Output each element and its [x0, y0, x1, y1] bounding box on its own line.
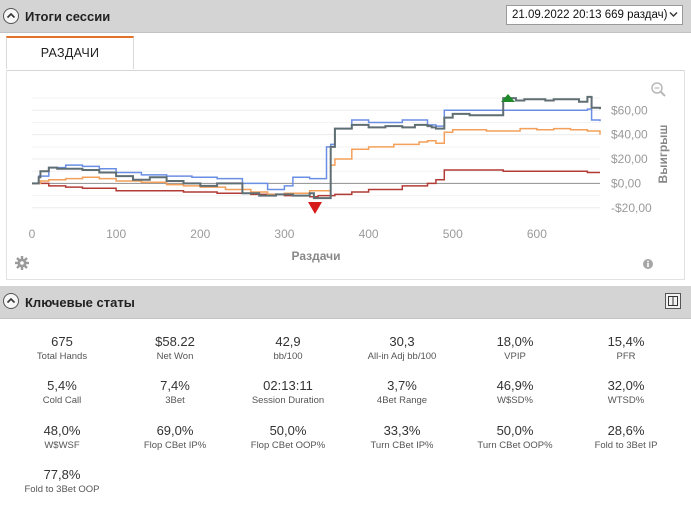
stat-value: 33,3% [383, 423, 421, 438]
stat-value: 50,0% [269, 423, 307, 438]
stat-label: Flop CBet OOP% [250, 440, 326, 451]
stat-value: 3,7% [387, 378, 417, 393]
stat-value: 77,8% [43, 467, 81, 482]
stat-value: 69,0% [156, 423, 194, 438]
stat-cell: 28,6% Fold to 3Bet IP [576, 423, 676, 452]
x-axis-title: Раздачи [292, 249, 341, 263]
series-line-net-won [32, 95, 601, 200]
stat-cell: 69,0% Flop CBet IP% [125, 423, 225, 452]
stat-value: 15,4% [607, 334, 645, 349]
series-line-all-in-ev [32, 108, 601, 191]
stat-value: 46,9% [496, 378, 534, 393]
chevron-down-icon [669, 12, 678, 17]
stat-label: PFR [616, 351, 636, 362]
stat-cell: 42,9 bb/100 [238, 334, 338, 363]
x-tick-label: 400 [359, 227, 379, 241]
stat-label: Cold Call [42, 395, 82, 406]
stat-value: 5,4% [47, 378, 77, 393]
stat-label: WTSD% [607, 395, 645, 406]
stat-cell: 15,4% PFR [576, 334, 676, 363]
stat-value: 32,0% [607, 378, 645, 393]
x-tick-label: 200 [190, 227, 210, 241]
stat-cell: 77,8% Fold to 3Bet OOP [12, 467, 112, 496]
chart-tabs: РАЗДАЧИ [6, 36, 685, 71]
stat-cell: 5,4% Cold Call [12, 378, 112, 407]
y-tick-label: -$20,00 [611, 201, 652, 215]
session-results-header: Итоги сессии 21.09.2022 20:13 669 раздач… [0, 0, 691, 33]
collapse-stats-button[interactable] [3, 293, 19, 309]
stat-cell: 30,3 All-in Adj bb/100 [352, 334, 452, 363]
y-axis-title: Выигрыш [656, 125, 670, 184]
stat-label: W$SD% [497, 395, 533, 406]
max-marker [501, 94, 515, 102]
series-line-showdown [32, 169, 600, 198]
y-tick-label: $20,00 [611, 152, 648, 166]
stat-value: $58.22 [155, 334, 195, 349]
stat-label: Flop CBet IP% [143, 440, 207, 451]
min-marker [308, 202, 322, 214]
stat-label: bb/100 [273, 351, 303, 362]
stat-value: 48,0% [43, 423, 81, 438]
gear-icon[interactable] [15, 256, 29, 270]
x-tick-label: 600 [527, 227, 547, 241]
stat-cell: 50,0% Flop CBet OOP% [238, 423, 338, 452]
x-tick-label: 100 [106, 227, 126, 241]
stat-label: W$WSF [44, 440, 80, 451]
winnings-chart: 0 100 200 300 400 500 600 $60,00 $40,00 $20,00 $0… [15, 82, 670, 270]
stat-label: 3Bet [165, 395, 185, 406]
y-tick-label: $0,00 [611, 176, 641, 190]
stat-cell: 675 Total Hands [12, 334, 112, 363]
stat-cell: 33,3% Turn CBet IP% [352, 423, 452, 452]
x-tick-label: 500 [443, 227, 463, 241]
columns-icon [668, 296, 678, 306]
stat-label: Turn CBet IP% [370, 440, 434, 451]
tab-hands[interactable]: РАЗДАЧИ [6, 36, 134, 69]
chevron-up-icon [6, 297, 16, 304]
stat-cell: $58.22 Net Won [125, 334, 225, 363]
zoom-icon[interactable] [651, 82, 666, 97]
session-results-title: Итоги сессии [25, 9, 111, 24]
layout-toggle-button[interactable] [665, 293, 681, 309]
x-tick-label: 300 [274, 227, 294, 241]
chart-panel: 0 100 200 300 400 500 600 $60,00 $40,00 $20,00 $0… [6, 70, 685, 280]
key-stats-title: Ключевые статы [25, 295, 135, 310]
stat-value: 50,0% [496, 423, 534, 438]
stat-value: 30,3 [389, 334, 415, 349]
stat-cell: 46,9% W$SD% [465, 378, 565, 407]
series-line-non-showdown [32, 127, 601, 196]
y-tick-label: $40,00 [611, 128, 648, 142]
stat-value: 675 [51, 334, 73, 349]
y-tick-label: $60,00 [611, 103, 648, 117]
stat-cell: 48,0% W$WSF [12, 423, 112, 452]
stat-cell: 18,0% VPIP [465, 334, 565, 363]
stat-value: 02:13:11 [263, 378, 313, 393]
stat-cell: 02:13:11 Session Duration [238, 378, 338, 407]
stat-value: 7,4% [160, 378, 190, 393]
stat-cell: 32,0% WTSD% [576, 378, 676, 407]
stat-label: Fold to 3Bet OOP [24, 484, 100, 495]
info-icon[interactable] [643, 259, 653, 269]
chevron-up-icon [6, 12, 16, 19]
stat-label: Net Won [156, 351, 194, 362]
stat-label: All-in Adj bb/100 [367, 351, 437, 362]
stat-value: 18,0% [496, 334, 534, 349]
session-selector[interactable]: 21.09.2022 20:13 669 раздач) [506, 5, 683, 25]
key-stats-header: Ключевые статы [0, 286, 691, 319]
stat-label: VPIP [504, 351, 526, 362]
stat-label: 4Bet Range [376, 395, 428, 406]
stat-label: Turn CBet OOP% [477, 440, 553, 451]
stat-value: 28,6% [607, 423, 645, 438]
stat-cell: 50,0% Turn CBet OOP% [465, 423, 565, 452]
stat-label: Session Duration [251, 395, 325, 406]
stat-cell: 3,7% 4Bet Range [352, 378, 452, 407]
stat-cell: 7,4% 3Bet [125, 378, 225, 407]
stat-label: Fold to 3Bet IP [594, 440, 658, 451]
x-tick-label: 0 [29, 227, 36, 241]
stat-label: Total Hands [36, 351, 88, 362]
session-selector-value: 21.09.2022 20:13 669 раздач) [512, 9, 668, 21]
collapse-session-button[interactable] [3, 8, 19, 24]
stat-value: 42,9 [275, 334, 301, 349]
